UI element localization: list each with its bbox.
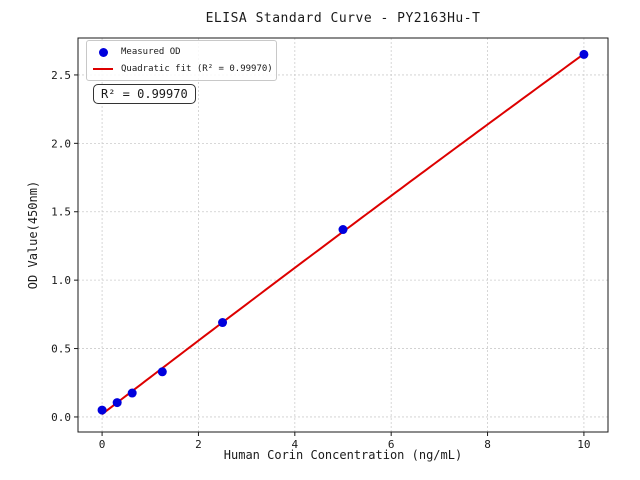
quadratic-fit-line [101,53,585,415]
data-point [112,398,122,408]
legend: Measured OD Quadratic fit (R² = 0.99970) [86,40,277,81]
y-tick-label: 2.5 [51,69,71,82]
legend-item-measured-od: Measured OD [93,45,270,60]
legend-item-quadratic-fit: Quadratic fit (R² = 0.99970) [93,61,273,76]
red-line-icon [93,67,113,70]
line-marker-icon [93,67,113,70]
scatter-marker-icon [93,47,113,57]
y-tick-label: 0.5 [51,343,71,356]
y-axis-label: OD Value(450nm) [26,180,40,290]
y-tick-label: 2.0 [51,137,71,150]
y-tick-label: 1.5 [51,206,71,219]
y-tick-label: 0.0 [51,411,71,424]
x-axis-label: Human Corin Concentration (ng/mL) [223,448,463,462]
axes-frame [77,37,609,433]
x-tick-label: 6 [388,438,395,451]
data-point [127,388,137,398]
data-point [157,367,167,377]
x-tick-label: 4 [292,438,299,451]
x-tick-label: 10 [577,438,590,451]
x-tick-label: 0 [99,438,106,451]
chart-title: ELISA Standard Curve - PY2163Hu-T [205,11,481,26]
legend-label-quadratic-fit: Quadratic fit (R² = 0.99970) [121,63,273,74]
data-point [97,405,107,415]
legend-label-measured-od: Measured OD [121,47,181,58]
r-squared-annotation: R² = 0.99970 [93,84,196,104]
data-point [579,49,589,59]
data-point [218,318,228,328]
x-tick-label: 2 [195,438,202,451]
blue-dot-icon [98,47,108,57]
y-tick-label: 1.0 [51,274,71,287]
data-point [338,225,348,235]
x-tick-label: 8 [484,438,491,451]
